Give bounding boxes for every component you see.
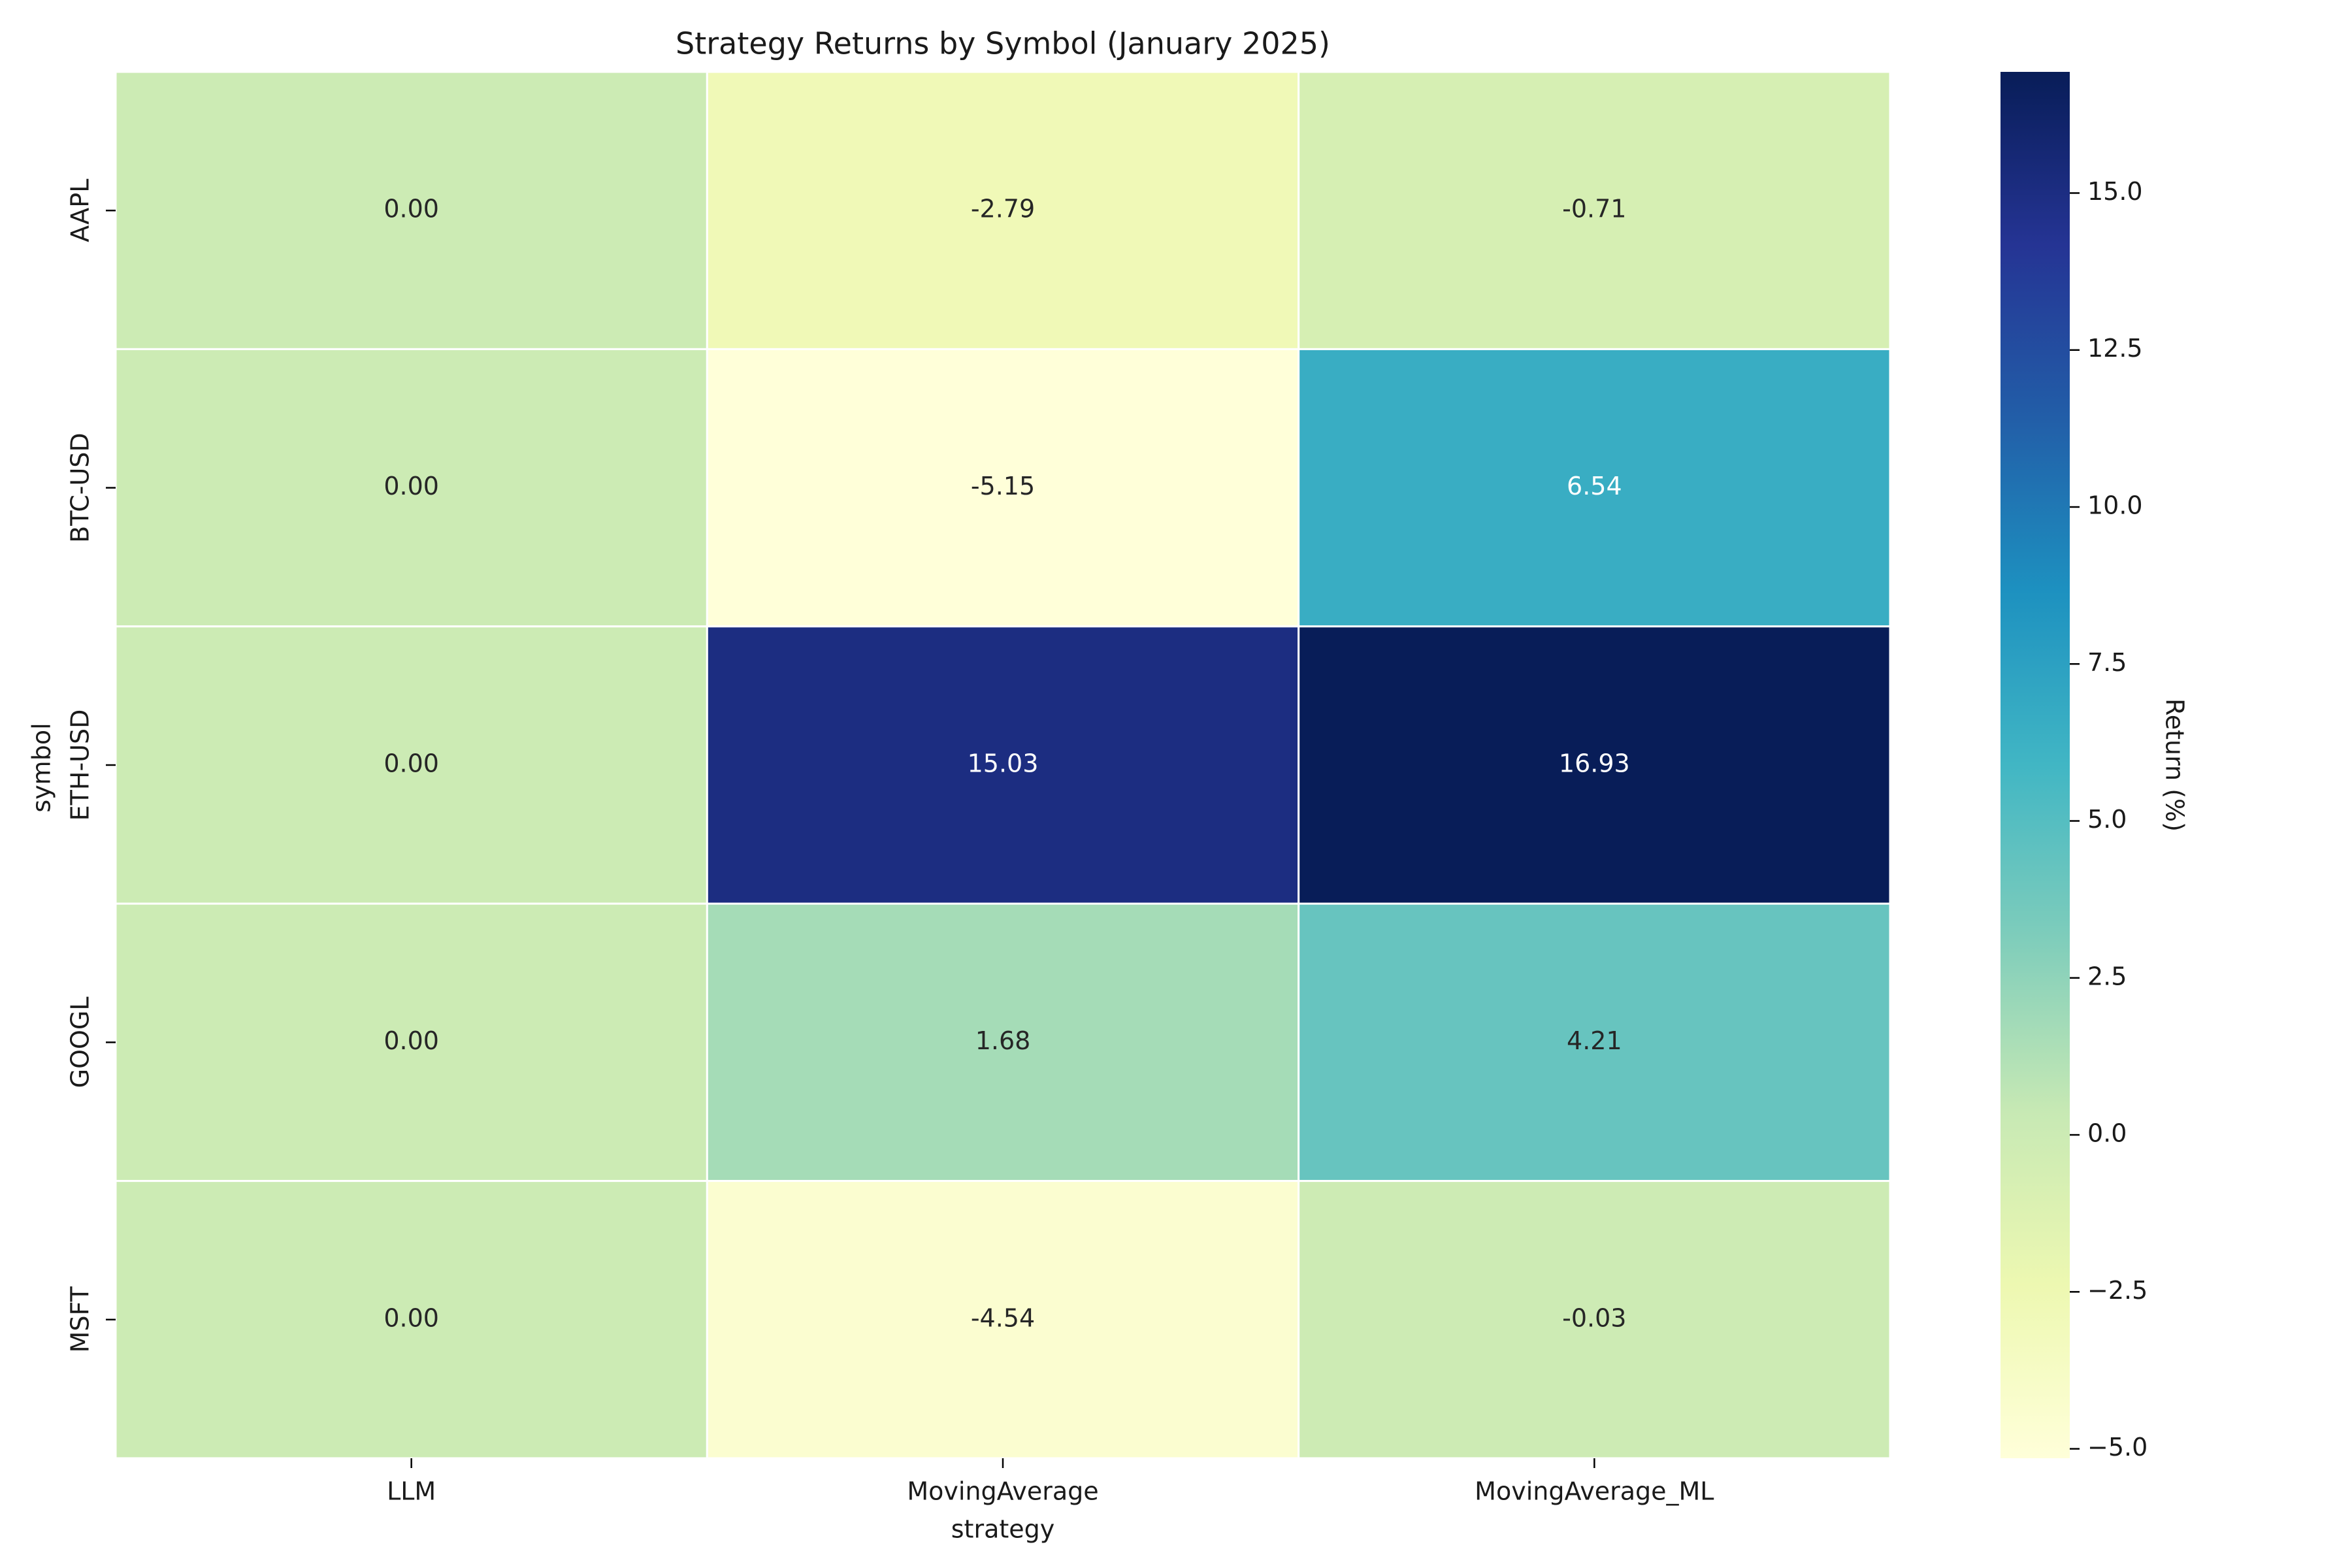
cell-value-label: -4.54 <box>971 1303 1035 1332</box>
y-tick-label: ETH-USD <box>66 710 95 821</box>
cell-value-label: -2.79 <box>971 195 1035 223</box>
colorbar-tick-label: 5.0 <box>2087 805 2127 834</box>
y-axis: AAPL BTC-USD ETH-USD GOOGL MSFT <box>66 179 116 1352</box>
cell-value-label: 0.00 <box>384 1303 439 1332</box>
x-axis-label: strategy <box>951 1515 1055 1544</box>
x-tick-label: MovingAverage <box>907 1477 1098 1506</box>
colorbar-tick-label: −5.0 <box>2087 1433 2148 1462</box>
cell-value-label: 0.00 <box>384 1026 439 1055</box>
heatmap-cell-labels: 0.00 -2.79 -0.71 0.00 -5.15 6.54 0.00 15.03 16.9… <box>384 195 1629 1333</box>
heatmap-cell-aapl-movingaverage_ml <box>1298 71 1891 350</box>
heatmap-cell-msft-movingaverage_ml <box>1298 1180 1891 1460</box>
colorbar-label: Return (%) <box>2161 698 2189 832</box>
cell-value-label: 0.00 <box>384 472 439 500</box>
cell-value-label: 6.54 <box>1567 472 1622 500</box>
colorbar <box>2001 72 2070 1458</box>
cell-value-label: 16.93 <box>1559 749 1630 778</box>
x-tick-label: MovingAverage_ML <box>1475 1477 1714 1506</box>
heatmap-cell-googl-llm <box>114 902 708 1183</box>
cell-value-label: 4.21 <box>1567 1026 1622 1055</box>
heatmap-cell-eth-usd-llm <box>114 625 708 905</box>
x-axis: LLM MovingAverage MovingAverage_ML <box>387 1458 1714 1506</box>
cell-value-label: 0.00 <box>384 195 439 223</box>
colorbar-ticks: −5.0 −2.5 0.0 2.5 5.0 7.5 10.0 12.5 15.0 <box>2070 177 2148 1462</box>
heatmap-cell-googl-movingaverage_ml <box>1298 902 1891 1183</box>
colorbar-tick-label: 12.5 <box>2087 334 2143 363</box>
y-tick-label: BTC-USD <box>66 433 95 543</box>
heatmap-cell-msft-llm <box>114 1180 708 1460</box>
y-tick-label: MSFT <box>66 1286 95 1352</box>
heatmap-cells <box>114 71 1891 1460</box>
y-tick-label: GOOGL <box>66 996 95 1088</box>
cell-value-label: 1.68 <box>975 1026 1031 1055</box>
colorbar-tick-label: 7.5 <box>2087 648 2127 677</box>
heatmap-cell-btc-usd-llm <box>114 348 708 628</box>
heatmap-cell-eth-usd-movingaverage <box>706 625 1300 905</box>
chart-title: Strategy Returns by Symbol (January 2025… <box>676 26 1330 61</box>
colorbar-tick-label: 0.0 <box>2087 1119 2127 1148</box>
colorbar-tick-label: 2.5 <box>2087 962 2127 990</box>
cell-value-label: 0.00 <box>384 749 439 778</box>
colorbar-tick-label: 10.0 <box>2087 491 2143 520</box>
cell-value-label: -5.15 <box>971 472 1035 500</box>
heatmap-cell-msft-movingaverage <box>706 1180 1300 1460</box>
colorbar-tick-label: 15.0 <box>2087 177 2143 206</box>
y-tick-label: AAPL <box>66 179 95 242</box>
cell-value-label: 15.03 <box>968 749 1039 778</box>
heatmap-cell-aapl-llm <box>114 71 708 350</box>
cell-value-label: -0.03 <box>1562 1303 1626 1332</box>
cell-value-label: -0.71 <box>1562 195 1626 223</box>
heatmap-cell-aapl-movingaverage <box>706 71 1300 350</box>
colorbar-tick-label: −2.5 <box>2087 1276 2148 1305</box>
heatmap-cell-btc-usd-movingaverage <box>706 348 1300 628</box>
x-tick-label: LLM <box>387 1477 436 1506</box>
heatmap-cell-btc-usd-movingaverage_ml <box>1298 348 1891 628</box>
y-axis-label: symbol <box>27 723 56 812</box>
